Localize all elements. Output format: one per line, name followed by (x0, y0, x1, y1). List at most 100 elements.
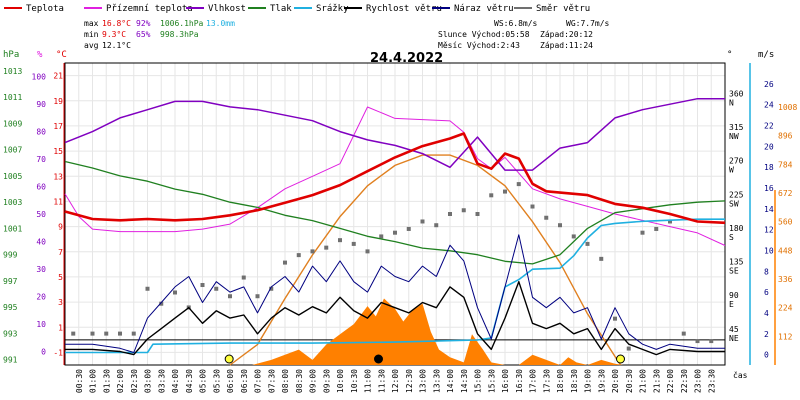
tick-label-hpa: 1013 (3, 67, 22, 76)
moonset-info: Západ:11:24 (540, 41, 593, 50)
tick-label-temp: 11 (53, 197, 63, 206)
tick-label-direction-name: N (729, 98, 734, 107)
tick-label-ms: 0 (764, 351, 769, 360)
wind-direction-point (681, 331, 686, 336)
wind-direction-point (118, 331, 122, 336)
tick-label-hpa: 999 (3, 251, 18, 260)
tick-label-time: 09:30 (322, 369, 331, 393)
tick-label-hpa: 991 (3, 356, 18, 365)
tick-label-time: 20:30 (625, 369, 634, 393)
wind-direction-point (654, 226, 659, 231)
wind-direction-point (434, 223, 439, 228)
stats-max-temp: 16.8°C (102, 19, 131, 28)
stats-min-label: min (84, 30, 99, 39)
tick-label-hpa: 995 (3, 303, 18, 312)
tick-label-temp: 1 (58, 323, 63, 332)
tick-label-temp: -1 (53, 348, 63, 357)
tick-label-pct: 20 (36, 292, 46, 301)
wind-direction-point (585, 241, 590, 246)
tick-label-time: 14:00 (446, 369, 455, 393)
tick-label-direction-name: W (729, 166, 734, 175)
tick-label-time: 18:00 (556, 369, 565, 393)
tick-label-time: 05:00 (199, 369, 208, 393)
tick-label-hpa: 1001 (3, 224, 22, 233)
tick-label-time: 12:00 (391, 369, 400, 393)
tick-label-direction-name: SE (729, 267, 739, 276)
series-radiation-area (65, 298, 725, 365)
tick-label-radiation: 112 (778, 332, 793, 341)
wind-direction-point (420, 219, 425, 224)
tick-label-hpa: 1003 (3, 198, 22, 207)
wind-direction-point (365, 249, 370, 254)
tick-label-time: 01:00 (89, 369, 98, 393)
wind-direction-point (599, 256, 604, 261)
tick-label-time: 19:00 (584, 369, 593, 393)
axis-unit-ms: m/s (758, 50, 774, 60)
tick-label-time: 02:00 (116, 369, 125, 393)
tick-label-pct: 70 (36, 155, 46, 164)
tick-label-time: 15:00 (474, 369, 483, 393)
tick-label-pct: 60 (36, 183, 46, 192)
tick-label-hpa: 1009 (3, 119, 22, 128)
legend-label: Vlhkost (208, 4, 246, 14)
series-ground-temperature (64, 106, 726, 246)
tick-label-temp: 13 (53, 172, 63, 181)
tick-label-pct: 30 (36, 265, 46, 274)
tick-label-time: 15:30 (487, 369, 496, 393)
legend-label: Teplota (26, 4, 64, 14)
tick-label-time: 14:30 (460, 369, 469, 393)
axis-unit-hpa: hPa (3, 50, 19, 60)
tick-label-temp: 17 (53, 122, 63, 131)
legend-label: Rychlost větru (366, 4, 442, 14)
chart-axes: hPa% °C ° m/s101310111009100710051003100199… (3, 50, 797, 393)
tick-label-temp: 7 (58, 248, 63, 257)
tick-label-hpa: 1011 (3, 93, 22, 102)
tick-label-time: 12:30 (405, 369, 414, 393)
tick-label-ms: 16 (764, 184, 774, 193)
tick-label-time: 02:30 (130, 369, 139, 393)
wind-direction-point (173, 290, 177, 295)
tick-label-time: 09:00 (309, 369, 318, 393)
wind-direction-point (296, 253, 301, 258)
tick-label-time: 21:30 (652, 369, 661, 393)
tick-label-time: 22:00 (666, 369, 675, 393)
tick-label-time: 05:30 (212, 369, 221, 393)
tick-label-time: 13:00 (419, 369, 428, 393)
legend-label: Náraz větru (454, 4, 514, 14)
legend-label: Směr větru (536, 4, 590, 14)
tick-label-time: 07:30 (267, 369, 276, 393)
tick-label-temp: 21 (53, 72, 63, 81)
wind-direction-point (393, 230, 397, 235)
plot-area (64, 97, 726, 366)
tick-label-direction-deg: 270 (729, 157, 744, 166)
tick-label-time: 17:30 (542, 369, 551, 393)
tick-label-radiation: 336 (778, 275, 793, 284)
wind-direction-point (269, 286, 274, 291)
tick-label-time: 11:30 (377, 369, 386, 393)
wind-direction-point (214, 286, 219, 291)
tick-label-direction-deg: 315 (729, 123, 744, 132)
tick-label-time: 22:30 (680, 369, 689, 393)
tick-label-direction-name: NE (729, 334, 739, 343)
tick-label-radiation: 448 (778, 246, 793, 255)
tick-label-time: 10:30 (350, 369, 359, 393)
sunrise-info: Slunce Východ:05:58 (438, 30, 530, 39)
wind-direction-point (640, 230, 645, 235)
tick-label-time: 16:00 (501, 369, 510, 393)
wind-direction-point (516, 182, 521, 187)
moonrise-info: Měsíc Východ:2:43 (438, 41, 520, 50)
tick-label-ms: 8 (764, 267, 769, 276)
stats-max-rain: 13.0mm (206, 19, 235, 28)
wind-direction-point (626, 346, 631, 351)
series-wind-gust (65, 234, 725, 353)
tick-label-radiation: 224 (778, 304, 793, 313)
tick-label-direction-name: SW (729, 199, 739, 208)
stats-max-humidity: 92% (136, 19, 151, 28)
wind-direction-point (228, 294, 232, 299)
wind-direction-point (241, 275, 246, 280)
wind-direction-point (283, 260, 287, 265)
tick-label-time: 00:30 (75, 369, 84, 393)
tick-label-time: 18:30 (570, 369, 579, 393)
stats-min-pressure: 998.3hPa (160, 30, 199, 39)
stats-max-pressure: 1006.1hPa (160, 19, 204, 28)
